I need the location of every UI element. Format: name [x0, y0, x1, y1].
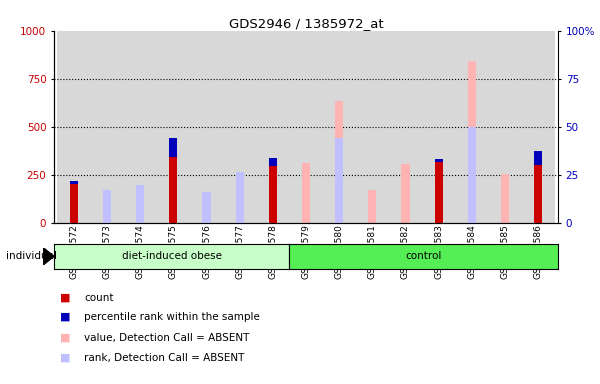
- Text: ■: ■: [60, 333, 71, 343]
- Bar: [422, 31, 455, 223]
- Text: ■: ■: [60, 353, 71, 363]
- Text: value, Detection Call = ABSENT: value, Detection Call = ABSENT: [84, 333, 250, 343]
- Text: control: control: [406, 251, 442, 262]
- Bar: [70, 182, 78, 184]
- Bar: [389, 31, 422, 223]
- Bar: [169, 138, 178, 223]
- Bar: [521, 31, 554, 223]
- Bar: [202, 205, 211, 223]
- Bar: [169, 138, 178, 157]
- Bar: [269, 159, 277, 166]
- Bar: [534, 151, 542, 165]
- Text: ■: ■: [60, 312, 71, 322]
- Bar: [323, 31, 356, 223]
- Bar: [136, 185, 145, 223]
- Bar: [256, 31, 289, 223]
- Bar: [434, 159, 443, 162]
- Bar: [58, 31, 91, 223]
- Text: ■: ■: [60, 293, 71, 303]
- Bar: [70, 184, 78, 223]
- Bar: [289, 31, 323, 223]
- Bar: [455, 31, 488, 223]
- Bar: [91, 31, 124, 223]
- Text: rank, Detection Call = ABSENT: rank, Detection Call = ABSENT: [84, 353, 244, 363]
- Bar: [157, 31, 190, 223]
- Bar: [501, 174, 509, 223]
- Bar: [124, 31, 157, 223]
- Text: individual: individual: [6, 251, 57, 262]
- Bar: [202, 192, 211, 223]
- Title: GDS2946 / 1385972_at: GDS2946 / 1385972_at: [229, 17, 383, 30]
- Bar: [103, 193, 111, 223]
- Bar: [190, 31, 223, 223]
- Bar: [356, 31, 389, 223]
- Bar: [136, 187, 145, 223]
- Bar: [467, 127, 476, 223]
- Bar: [302, 163, 310, 223]
- Polygon shape: [43, 248, 54, 265]
- Text: percentile rank within the sample: percentile rank within the sample: [84, 312, 260, 322]
- Bar: [467, 61, 476, 223]
- Bar: [103, 190, 111, 223]
- Bar: [269, 159, 277, 223]
- Bar: [335, 101, 343, 223]
- Bar: [236, 172, 244, 223]
- Bar: [488, 31, 521, 223]
- Bar: [534, 151, 542, 223]
- Bar: [368, 190, 376, 223]
- Text: diet-induced obese: diet-induced obese: [122, 251, 221, 262]
- Bar: [223, 31, 256, 223]
- Bar: [335, 138, 343, 223]
- Bar: [434, 162, 443, 223]
- Text: count: count: [84, 293, 113, 303]
- Bar: [236, 175, 244, 223]
- Bar: [401, 164, 410, 223]
